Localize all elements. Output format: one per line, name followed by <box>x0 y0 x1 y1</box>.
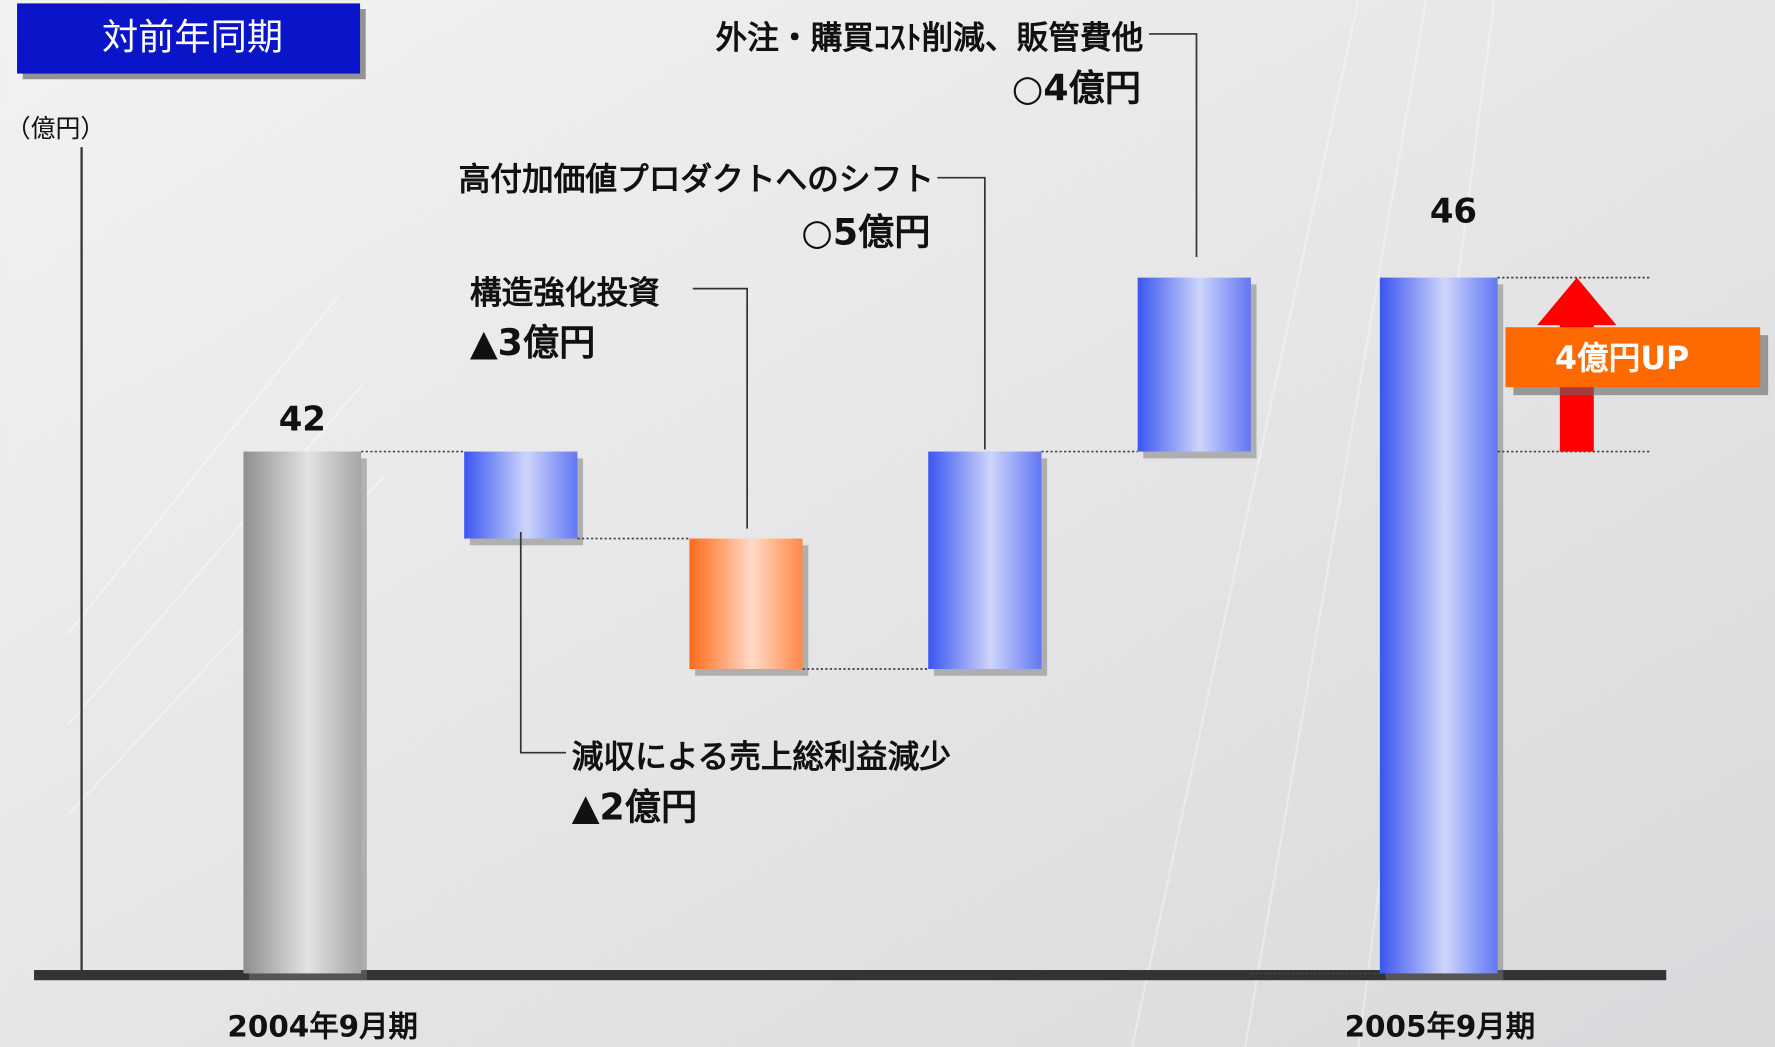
step-label: 外注・購買ｺｽﾄ削減、販管費他 <box>716 21 1144 57</box>
leader-line <box>692 287 748 529</box>
value-label: ▲3億円 <box>470 321 596 364</box>
value-label: 42 <box>279 400 326 440</box>
bar <box>928 451 1042 670</box>
leader-line <box>937 176 986 450</box>
title-box <box>17 3 361 74</box>
bar <box>243 451 362 974</box>
leader-line <box>1148 33 1198 257</box>
step-label: 減収による売上総利益減少 <box>572 739 951 775</box>
y-unit-label: （億円） <box>6 114 106 143</box>
x-tick-label: 2005年9月期 <box>1345 1009 1536 1043</box>
x-axis <box>34 970 1667 981</box>
annotation-box <box>1505 327 1761 388</box>
step-label: 構造強化投資 <box>470 275 660 311</box>
value-label: ○5億円 <box>801 210 930 253</box>
step-label: 高付加価値プロダクトへのシフト <box>459 161 934 198</box>
x-tick-label: 2004年9月期 <box>227 1009 418 1043</box>
bar <box>1379 277 1498 974</box>
annotation: 4億円UP <box>1555 341 1689 377</box>
bar <box>464 451 578 539</box>
value-label: ▲2億円 <box>572 785 698 828</box>
bar <box>689 538 803 670</box>
chart-title: 対前年同期 <box>102 16 283 59</box>
value-label: ○4億円 <box>1012 67 1141 110</box>
value-label: 46 <box>1430 191 1477 231</box>
bar <box>1137 277 1251 452</box>
leader-line <box>519 531 567 754</box>
